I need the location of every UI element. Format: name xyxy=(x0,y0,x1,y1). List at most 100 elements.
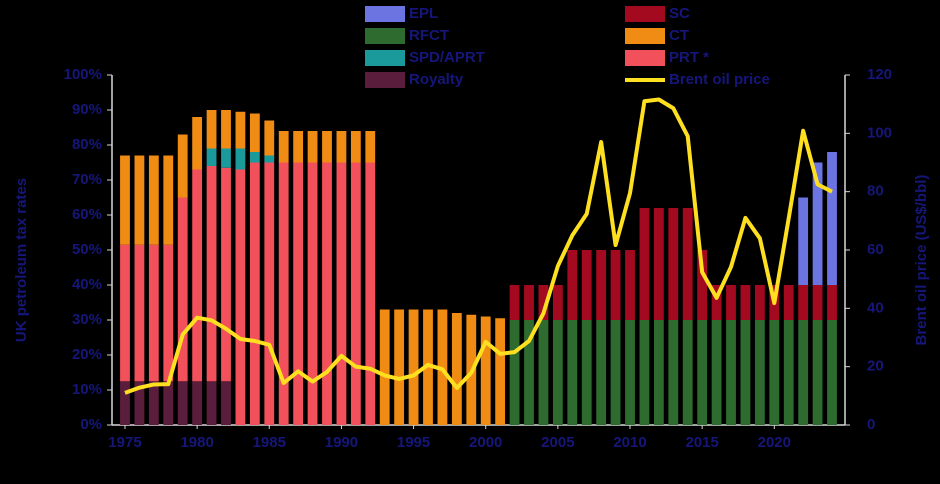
bar-segment xyxy=(206,381,217,425)
y2-tick-label: 60 xyxy=(867,241,884,258)
bar-segment xyxy=(177,381,188,425)
bar-segment xyxy=(711,285,722,320)
bar-segment xyxy=(192,117,203,170)
bar-segment xyxy=(120,155,130,245)
bar-segment xyxy=(249,152,260,163)
bar-segment xyxy=(221,110,231,149)
bar-segment xyxy=(524,320,534,425)
y2-tick-label: 80 xyxy=(867,183,884,200)
bar-segment xyxy=(567,250,578,320)
bar-segment xyxy=(480,316,491,425)
bar-segment xyxy=(249,162,260,425)
x-tick-label: 1975 xyxy=(108,434,141,451)
y2-axis-title: Brent oil price (US$/bbl) xyxy=(913,175,930,346)
bar-segment xyxy=(610,320,621,425)
y-tick-label: 20% xyxy=(72,346,102,363)
bar-segment xyxy=(581,320,592,425)
bar-segment xyxy=(264,120,275,156)
y2-tick-label: 20 xyxy=(867,358,884,375)
y-tick-label: 80% xyxy=(72,136,102,153)
bar-segment xyxy=(798,197,809,285)
bar-segment xyxy=(307,131,318,163)
bar-segment xyxy=(350,131,361,163)
bar-segment xyxy=(726,285,736,320)
bar-segment xyxy=(783,320,794,425)
bar-segment xyxy=(221,381,231,425)
bar-segment xyxy=(798,320,809,425)
bar-segment xyxy=(394,309,405,425)
bar-segment xyxy=(278,162,289,425)
x-tick-label: 1980 xyxy=(180,434,213,451)
bar-segment xyxy=(697,250,708,320)
bar-segment xyxy=(769,320,780,425)
x-tick-label: 1990 xyxy=(325,434,358,451)
y2-tick-label: 120 xyxy=(867,66,892,83)
bar-segment xyxy=(206,148,217,166)
bar-segment xyxy=(827,152,837,285)
legend-swatch xyxy=(365,50,405,66)
legend-label: PRT * xyxy=(669,49,709,66)
bar-segment xyxy=(653,208,664,320)
bar-segment xyxy=(134,244,145,382)
bar-segment xyxy=(120,244,130,382)
x-tick-label: 2020 xyxy=(758,434,791,451)
bar-segment xyxy=(812,285,823,320)
legend-label: Royalty xyxy=(409,71,464,88)
bar-segment xyxy=(798,285,809,320)
bar-segment xyxy=(596,250,607,320)
bar-segment xyxy=(163,155,174,245)
bar-segment xyxy=(581,250,592,320)
legend-label: Brent oil price xyxy=(669,71,770,88)
bar-segment xyxy=(350,162,361,425)
x-tick-label: 1995 xyxy=(397,434,430,451)
legend-swatch xyxy=(625,6,665,22)
legend-swatch xyxy=(365,6,405,22)
bar-segment xyxy=(812,320,823,425)
y2-tick-label: 40 xyxy=(867,299,884,316)
bar-segment xyxy=(365,162,376,425)
price-line xyxy=(124,97,833,395)
bar-segment xyxy=(163,244,174,382)
bar-segment xyxy=(221,148,231,168)
bar-segment xyxy=(682,208,693,320)
bar-segment xyxy=(148,155,159,245)
legend-label: SC xyxy=(669,5,690,22)
bar-segment xyxy=(552,320,563,425)
y-tick-label: 50% xyxy=(72,241,102,258)
bar-segment xyxy=(495,318,506,425)
bar-segment xyxy=(509,320,520,425)
bar-segment xyxy=(639,208,650,320)
bar-segment xyxy=(221,167,231,382)
legend-swatch xyxy=(365,72,405,88)
x-tick-label: 2010 xyxy=(613,434,646,451)
x-tick-label: 2015 xyxy=(685,434,718,451)
bar-segment xyxy=(596,320,607,425)
x-tick-label: 2005 xyxy=(541,434,574,451)
y-tick-label: 70% xyxy=(72,171,102,188)
bar-segment xyxy=(524,285,534,320)
bar-segment xyxy=(307,162,318,425)
bar-segment xyxy=(827,320,837,425)
bar-segment xyxy=(379,309,390,425)
bar-segment xyxy=(264,155,275,163)
bar-segment xyxy=(120,381,130,425)
legend-swatch xyxy=(625,28,665,44)
bar-segment xyxy=(235,111,246,149)
bar-segment xyxy=(134,381,145,425)
bar-segment xyxy=(148,244,159,382)
bar-segment xyxy=(408,309,419,425)
bar-segment xyxy=(639,320,650,425)
bar-segment xyxy=(322,162,332,425)
y-tick-label: 60% xyxy=(72,206,102,223)
bar-segment xyxy=(206,166,217,382)
legend-label: CT xyxy=(669,27,689,44)
bar-segment xyxy=(754,285,765,320)
y-tick-label: 10% xyxy=(72,381,102,398)
bar-segment xyxy=(336,131,347,163)
legend-label: RFCT xyxy=(409,27,449,44)
bar-segment xyxy=(711,320,722,425)
bar-segment xyxy=(653,320,664,425)
bar-segment xyxy=(726,320,736,425)
bar-segment xyxy=(163,381,174,425)
